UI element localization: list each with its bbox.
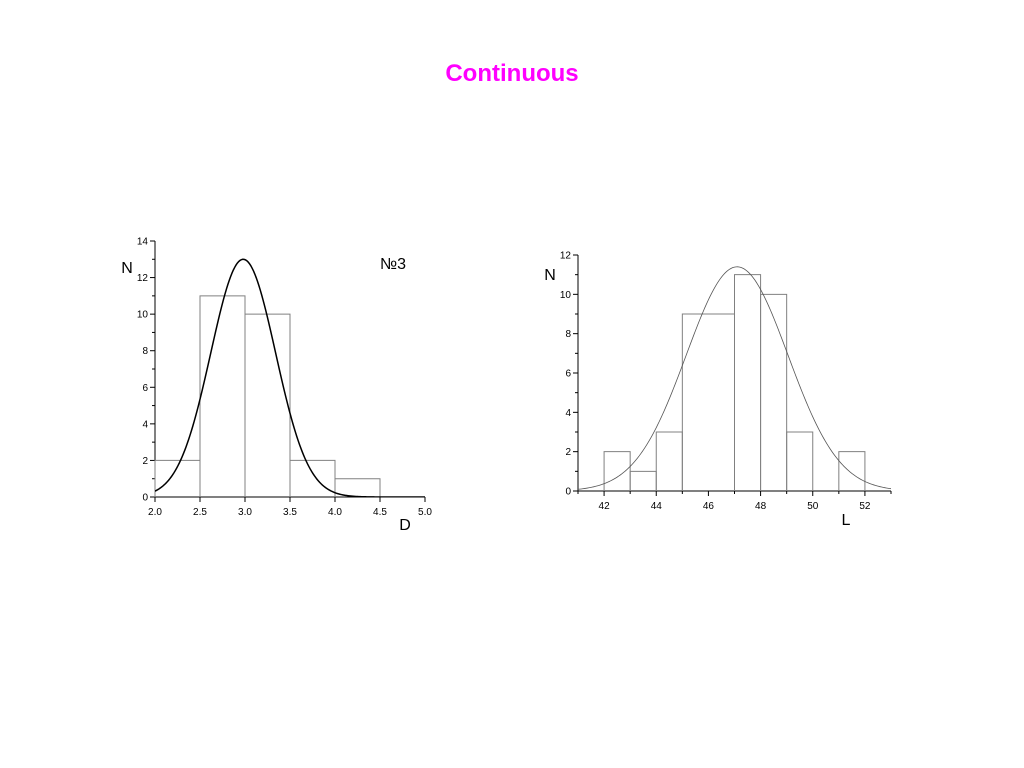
x-tick-label: 2.0 [148,507,162,518]
y-tick-label: 10 [137,310,149,321]
histogram-bar [629,470,657,491]
x-tick-label: 4.5 [373,507,387,518]
y-tick-label: 2 [142,456,148,467]
y-tick-label: 4 [142,419,148,430]
fit-curve [155,258,425,497]
histogram-bar [289,459,336,497]
y-tick-label: 12 [137,273,149,284]
y-tick-label: 14 [137,237,149,248]
x-axis-title: L [842,512,851,529]
chart-1: 0 2 4 6 8 10 12 14 2.0 2.5 3.0 3.5 4.0 4.5 5.0 N D №3 [121,237,432,535]
y-tick-label: 8 [142,346,148,357]
x-tick-label: 44 [651,501,663,512]
histogram-bar [244,313,291,497]
slide-title: Continuous [445,60,579,87]
y-tick-label: 10 [560,290,572,301]
y-tick-label: 0 [142,493,148,504]
histogram-bar [603,451,631,491]
histogram-bar [734,274,762,491]
x-tick-label: 4.0 [328,507,342,518]
histogram-bar [199,295,246,497]
histogram-bar [681,313,735,491]
y-tick-label: 6 [565,369,571,380]
x-tick-label: 42 [599,501,611,512]
x-tick-label: 3.0 [238,507,252,518]
y-tick-label: 8 [565,329,571,340]
histogram-bar [334,478,381,497]
histogram-bar [760,293,788,491]
x-tick-label: 2.5 [193,507,207,518]
x-tick-label: 52 [859,501,871,512]
y-tick-label: 6 [142,383,148,394]
x-tick-label: 46 [703,501,715,512]
x-tick-label: 50 [807,501,819,512]
chart-annotation: №3 [380,256,406,273]
y-tick-label: 4 [565,408,571,419]
x-tick-label: 48 [755,501,767,512]
x-axis-title: D [399,517,411,534]
y-tick-label: 2 [565,447,571,458]
y-tick-label: 12 [560,251,572,262]
y-tick-label: 0 [565,487,571,498]
x-tick-label: 3.5 [283,507,297,518]
y-axis-title: N [544,267,556,284]
histogram-bar [655,431,683,491]
fit-curve [578,266,891,490]
histogram-bar [838,451,866,491]
y-axis-title: N [121,260,133,277]
x-tick-label: 5.0 [418,507,432,518]
histogram-bar [786,431,814,491]
